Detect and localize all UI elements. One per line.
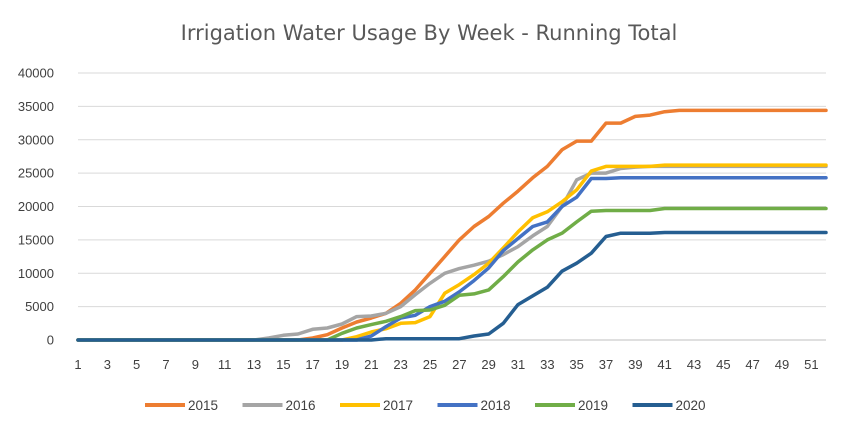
x-tick-label: 15 [276,357,290,372]
series-line-2015 [76,108,828,342]
x-tick-label: 13 [247,357,261,372]
x-tick-label: 17 [305,357,319,372]
legend-label-2017: 2017 [383,398,413,413]
x-tick-label: 39 [628,357,642,372]
x-tick-label: 29 [481,357,495,372]
y-tick-label: 0 [47,333,54,348]
x-tick-label: 45 [716,357,730,372]
x-tick-label: 33 [540,357,554,372]
chart-title: Irrigation Water Usage By Week - Running… [181,21,678,45]
x-axis-tick-labels: 1 3 5 7 9 11 13 15 17 19 21 23 25 27 29 31 33 35 37 39 41 43 4… [74,357,818,372]
x-tick-label: 25 [423,357,437,372]
x-tick-label: 27 [452,357,466,372]
y-tick-label: 40000 [18,66,54,81]
legend-label-2018: 2018 [481,398,511,413]
x-tick-label: 11 [218,357,232,372]
y-axis-tick-labels: 0 5000 10000 15000 20000 25000 30000 35000 40000 [18,66,54,348]
x-tick-label: 1 [74,357,81,372]
gridlines [78,72,826,341]
x-tick-label: 41 [657,357,671,372]
x-tick-label: 19 [335,357,349,372]
x-tick-label: 7 [162,357,169,372]
series-line-2016 [76,164,828,342]
series-lines [76,108,828,342]
x-tick-label: 5 [133,357,140,372]
x-tick-label: 35 [569,357,583,372]
legend-label-2015: 2015 [188,398,218,413]
x-tick-label: 43 [687,357,701,372]
y-tick-label: 5000 [25,299,54,314]
x-tick-label: 37 [599,357,613,372]
x-tick-label: 3 [104,357,111,372]
y-tick-label: 20000 [18,199,54,214]
x-tick-label: 9 [192,357,199,372]
y-tick-label: 10000 [18,266,54,281]
x-tick-label: 23 [393,357,407,372]
legend: 2015 2016 2017 2018 2019 2020 [145,398,706,413]
series-line-2018 [76,176,828,342]
y-tick-label: 35000 [18,99,54,114]
y-tick-label: 30000 [18,132,54,147]
legend-label-2019: 2019 [578,398,608,413]
series-line-2019 [76,206,828,342]
x-tick-label: 21 [364,357,378,372]
series-line-2020 [76,230,828,342]
x-tick-label: 31 [511,357,525,372]
legend-label-2016: 2016 [286,398,316,413]
x-tick-label: 51 [804,357,818,372]
x-tick-label: 49 [775,357,789,372]
y-tick-label: 15000 [18,232,54,247]
legend-label-2020: 2020 [676,398,706,413]
series-line-2017 [76,163,828,342]
x-tick-label: 47 [745,357,759,372]
y-tick-label: 25000 [18,166,54,181]
